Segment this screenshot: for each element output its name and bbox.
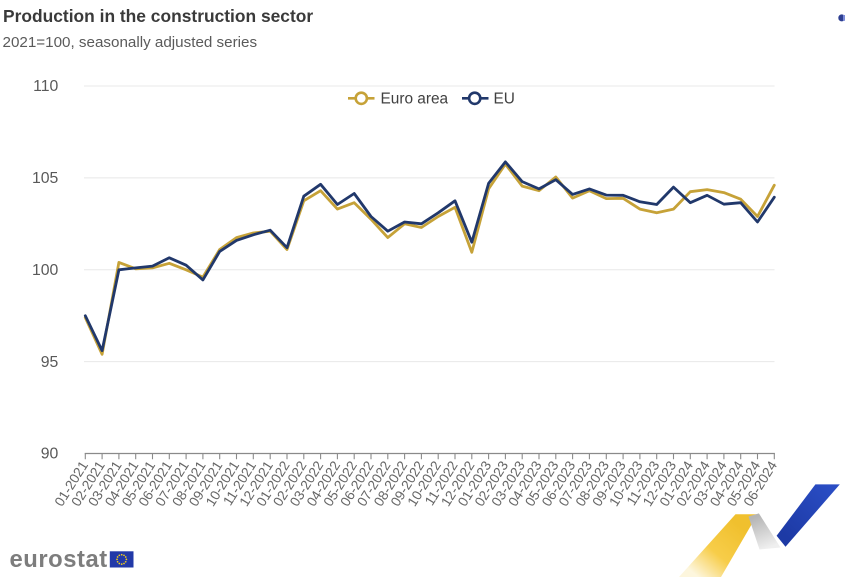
svg-text:105: 105 <box>32 170 59 187</box>
svg-text:110: 110 <box>33 78 58 95</box>
svg-text:2021=100, seasonally adjusted: 2021=100, seasonally adjusted series <box>3 34 258 51</box>
svg-text:Production in the construction: Production in the construction sector <box>3 6 313 26</box>
svg-text:95: 95 <box>41 354 59 371</box>
svg-text:100: 100 <box>32 262 59 279</box>
svg-text:EU: EU <box>494 91 515 108</box>
svg-text:90: 90 <box>41 446 59 463</box>
svg-text:eurostat: eurostat <box>10 546 108 573</box>
svg-text:Euro area: Euro area <box>381 91 449 108</box>
